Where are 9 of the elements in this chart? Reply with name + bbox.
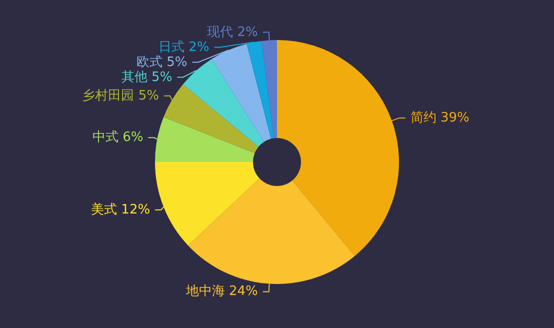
slice-label: 日式 2% (158, 40, 210, 55)
slice-label: 欧式 5% (136, 54, 188, 70)
slice-label: 中式 6% (92, 130, 144, 146)
slice-label: 现代 2% (207, 24, 258, 40)
slice-label: 其他 5% (121, 70, 172, 85)
slice-label: 乡村田园 5% (82, 88, 159, 104)
slice-label: 地中海 24% (184, 284, 258, 300)
slice-label: 美式 12% (91, 201, 150, 218)
slice-label: 简约 39% (410, 110, 470, 126)
